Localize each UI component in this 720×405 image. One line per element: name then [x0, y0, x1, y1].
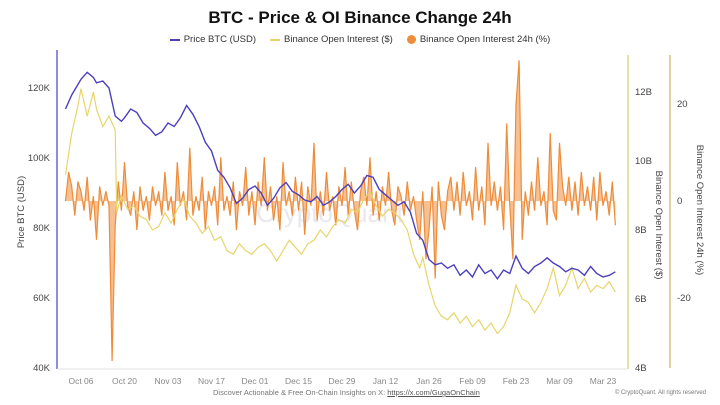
left-tick-label: 40K	[33, 363, 51, 374]
footer-link[interactable]: https://x.com/GugaOnChain	[387, 388, 480, 397]
legend: Price BTC (USD) Binance Open Interest ($…	[0, 34, 720, 45]
left-axis-label: Price BTC (USD)	[16, 176, 27, 248]
legend-dot-icon	[406, 35, 416, 44]
x-tick-label: Jan 12	[373, 376, 399, 386]
x-ticks: Oct 06 Oct 20 Nov 03 Nov 17 Dec 01 Dec 15 Dec …	[68, 376, 616, 386]
oi-tick-label: 8B	[635, 225, 647, 236]
x-tick-label: Nov 17	[198, 376, 225, 386]
legend-item-open-interest[interactable]: Binance Open Interest ($)	[270, 34, 393, 45]
legend-label: Binance Open Interest 24h (%)	[419, 34, 551, 45]
x-tick-label: Jan 26	[416, 376, 442, 386]
pct-ticks: -20 0 20	[677, 99, 691, 304]
x-tick-label: Feb 09	[459, 376, 486, 386]
x-tick-label: Feb 23	[503, 376, 530, 386]
left-ticks: 40K 60K 80K 100K 120K	[28, 83, 51, 374]
legend-label: Binance Open Interest ($)	[284, 34, 393, 45]
legend-item-price[interactable]: Price BTC (USD)	[169, 34, 257, 45]
footer: Discover Actionable & Free On-Chain Insi…	[213, 388, 480, 397]
x-tick-label: Oct 06	[68, 376, 93, 386]
legend-label: Price BTC (USD)	[183, 34, 257, 45]
pct-tick-label: 0	[677, 196, 682, 207]
legend-line-icon	[270, 38, 281, 41]
footer-text: Discover Actionable & Free On-Chain Insi…	[213, 388, 388, 397]
oi-pct-axis-label: Binance Open Interest 24h (%)	[694, 145, 705, 275]
left-tick-label: 120K	[28, 83, 51, 94]
price-line	[64, 71, 616, 281]
left-tick-label: 80K	[33, 223, 51, 234]
legend-line-icon	[169, 38, 180, 41]
left-tick-label: 100K	[28, 153, 51, 164]
x-tick-label: Nov 03	[155, 376, 182, 386]
x-tick-label: Mar 23	[590, 376, 617, 386]
series-open-interest	[64, 88, 616, 335]
oi-tick-label: 12B	[635, 87, 652, 98]
series-price	[64, 71, 616, 281]
oi-change-line	[64, 60, 616, 362]
x-tick-label: Dec 29	[329, 376, 356, 386]
left-tick-label: 60K	[33, 293, 51, 304]
pct-tick-label: -20	[677, 293, 691, 304]
x-tick-label: Oct 20	[112, 376, 137, 386]
pct-tick-label: 20	[677, 99, 688, 110]
chart-title: BTC - Price & OI Binance Change 24h	[208, 8, 512, 27]
oi-tick-label: 4B	[635, 363, 647, 374]
axes	[56, 50, 671, 370]
oi-tick-label: 10B	[635, 156, 652, 167]
x-tick-label: Mar 09	[546, 376, 573, 386]
copyright: © CryptoQuant. All rights reserved	[614, 390, 706, 396]
x-tick-label: Dec 15	[285, 376, 312, 386]
oi-axis-label: Binance Open Interest ($)	[653, 171, 664, 280]
legend-item-oi-change[interactable]: Binance Open Interest 24h (%)	[406, 34, 551, 45]
oi-tick-label: 6B	[635, 294, 647, 305]
oi-ticks: 4B 6B 8B 10B 12B	[635, 87, 652, 374]
open-interest-line	[64, 88, 616, 335]
x-tick-label: Dec 01	[242, 376, 269, 386]
series-oi-change-area	[64, 60, 616, 362]
